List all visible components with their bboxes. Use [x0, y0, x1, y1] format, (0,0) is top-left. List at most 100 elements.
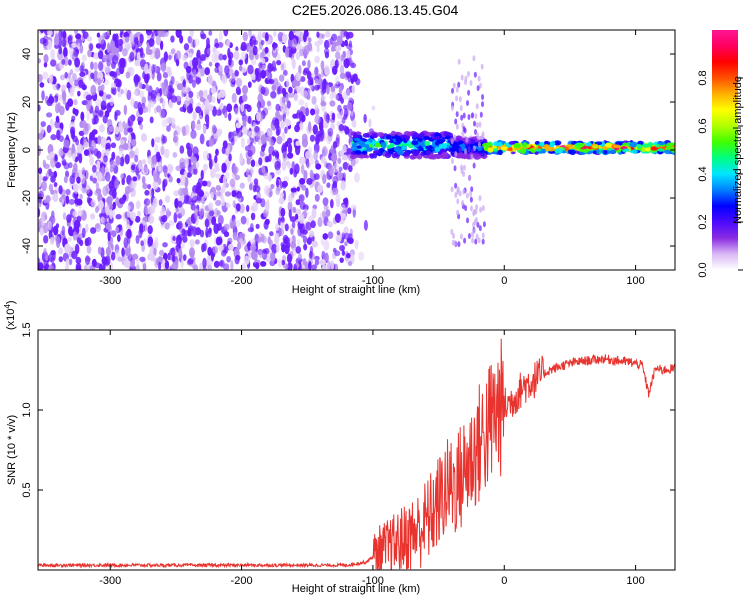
heatmap-cell — [145, 30, 152, 36]
heatmap-cell — [464, 75, 468, 82]
heatmap-cell — [55, 115, 60, 123]
heatmap-cell — [187, 258, 194, 265]
heatmap-cell — [233, 165, 238, 176]
heatmap-cell — [434, 147, 441, 153]
heatmap-cell — [293, 93, 299, 102]
heatmap-cell — [481, 93, 485, 100]
heatmap-cell — [188, 247, 195, 258]
heatmap-cell — [332, 187, 339, 196]
heatmap-cell — [604, 142, 612, 148]
heatmap-cell — [115, 226, 120, 233]
heatmap-cell — [124, 87, 128, 96]
heatmap-cell — [270, 183, 275, 190]
heatmap-cell — [151, 93, 156, 102]
heatmap-cell — [258, 138, 262, 145]
heatmap-cell — [212, 46, 217, 54]
heatmap-cell — [132, 176, 138, 182]
heatmap-cell — [363, 113, 367, 124]
heatmap-cell — [46, 112, 53, 118]
heatmap-cell — [68, 198, 75, 205]
heatmap-cell — [133, 90, 139, 96]
heatmap-cell — [481, 131, 485, 138]
heatmap-cell — [320, 156, 327, 164]
heatmap-cell — [270, 251, 276, 263]
heatmap-cell — [72, 210, 78, 217]
heatmap-cell — [226, 39, 231, 48]
heatmap-cell — [68, 258, 73, 266]
heatmap-cell — [467, 145, 471, 152]
heatmap-cell — [666, 142, 673, 149]
heatmap-cell — [481, 238, 485, 245]
heatmap-cell — [246, 104, 252, 113]
heatmap-cell — [288, 92, 295, 98]
heatmap-cell — [114, 33, 119, 44]
heatmap-cell — [205, 37, 210, 46]
heatmap-cell — [179, 34, 184, 44]
x-tick-label: -200 — [231, 275, 253, 287]
heatmap-cell — [189, 30, 194, 38]
heatmap-cell — [284, 126, 288, 134]
heatmap-cell — [294, 124, 300, 133]
heatmap-cell — [297, 238, 301, 248]
heatmap-cell — [54, 32, 59, 43]
heatmap-cell — [102, 185, 109, 197]
heatmap-cell — [179, 157, 186, 168]
heatmap-cell — [338, 166, 343, 172]
heatmap-cell — [130, 97, 135, 107]
heatmap-cell — [578, 142, 585, 148]
heatmap-cell — [221, 162, 227, 173]
heatmap-cell — [295, 246, 302, 254]
heatmap-cell — [291, 38, 297, 49]
y-tick-label: -20 — [21, 190, 33, 206]
heatmap-cell — [469, 205, 473, 212]
heatmap-cell — [316, 31, 320, 38]
y-tick-label: -40 — [21, 238, 33, 254]
heatmap-cell — [474, 113, 478, 120]
heatmap-cell — [202, 257, 207, 269]
heatmap-cell — [264, 32, 269, 42]
heatmap-cell — [564, 146, 570, 152]
heatmap-cell — [165, 116, 173, 124]
heatmap-cell — [314, 259, 320, 266]
heatmap-cell — [86, 184, 90, 190]
heatmap-cell — [391, 152, 398, 159]
heatmap-cell — [188, 52, 193, 58]
heatmap-cell — [207, 264, 212, 270]
snr-y-label: SNR (10 * v/v) — [6, 415, 18, 485]
heatmap-cell — [138, 81, 143, 89]
heatmap-cell — [513, 143, 521, 149]
heatmap-cell — [320, 128, 325, 140]
heatmap-cell — [215, 191, 222, 197]
heatmap-cell — [469, 139, 476, 145]
heatmap-cell — [235, 203, 241, 212]
heatmap-cell — [472, 221, 476, 228]
heatmap-cell — [474, 129, 478, 136]
heatmap-cell — [337, 157, 342, 164]
heatmap-cell — [208, 138, 214, 147]
heatmap-cell — [500, 146, 508, 151]
heatmap-cell — [344, 39, 348, 47]
heatmap-cell — [120, 88, 124, 95]
heatmap-cell — [122, 120, 126, 130]
heatmap-cell — [343, 58, 350, 69]
heatmap-cell — [374, 142, 382, 148]
heatmap-cell — [248, 130, 253, 138]
heatmap-cell — [216, 128, 223, 136]
heatmap-cell — [192, 111, 197, 121]
heatmap-cell — [109, 96, 115, 107]
heatmap-cell — [194, 239, 200, 245]
heatmap-cell — [456, 198, 460, 205]
heatmap-cell — [38, 145, 42, 156]
heatmap-cell — [257, 93, 263, 104]
heatmap-cell — [303, 30, 309, 38]
heatmap-cell — [260, 69, 266, 79]
heatmap-cell — [424, 131, 432, 137]
heatmap-cell — [249, 181, 254, 191]
heatmap-cell — [134, 215, 141, 223]
heatmap-cell — [399, 146, 407, 151]
heatmap-cell — [50, 175, 56, 183]
heatmap-cell — [208, 104, 214, 112]
heatmap-cell — [309, 80, 314, 86]
heatmap-cell — [275, 179, 280, 188]
heatmap-cell — [43, 62, 48, 68]
